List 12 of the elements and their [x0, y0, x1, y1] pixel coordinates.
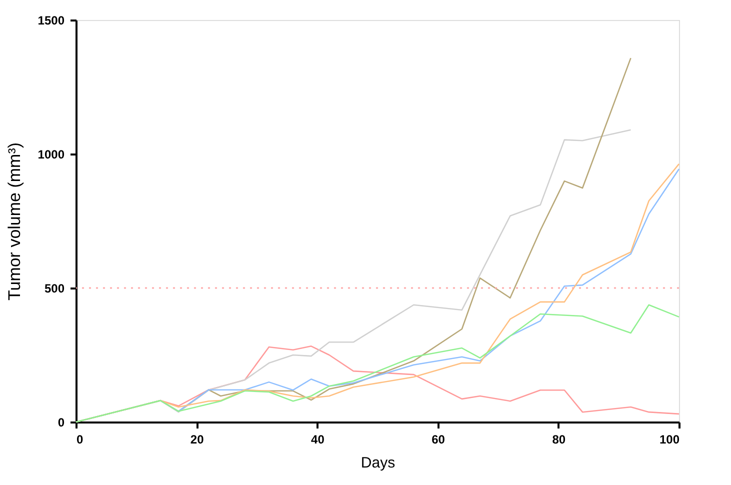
x-tick-label: 100: [659, 432, 680, 446]
x-tick-label: 40: [311, 432, 325, 446]
x-tick-label: 0: [76, 432, 84, 446]
y-axis-title: Tumor volume (mm³): [4, 142, 24, 301]
y-tick-label: 1500: [38, 14, 65, 28]
y-tick-label: 1000: [38, 148, 65, 162]
y-tick-label: 500: [44, 282, 65, 296]
y-tick-label: 0: [58, 416, 65, 430]
x-axis-title: Days: [360, 454, 396, 472]
x-tick-label: 20: [190, 432, 204, 446]
x-tick-label: 60: [432, 432, 446, 446]
x-tick-label: 80: [552, 432, 566, 446]
